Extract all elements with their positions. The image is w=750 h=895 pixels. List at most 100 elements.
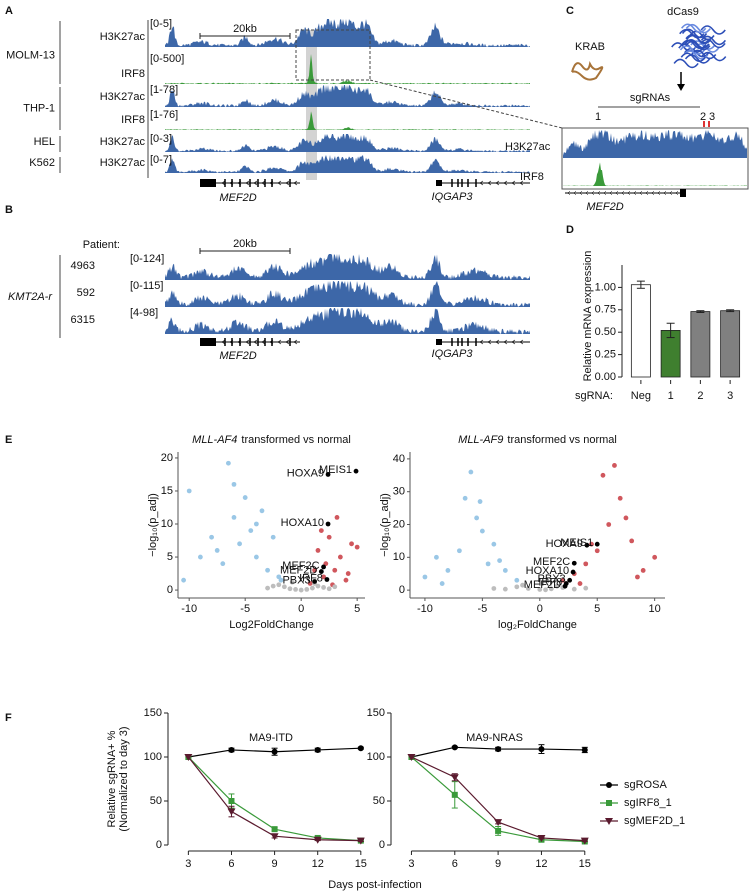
gene-exon (680, 189, 686, 197)
data-point (228, 746, 235, 753)
gene-strand (253, 339, 258, 345)
panel-label: B (5, 204, 13, 216)
x-tick-label: 5 (594, 603, 600, 615)
x-tick-label: -5 (240, 603, 250, 615)
data-point (450, 774, 459, 782)
header: Patient: (83, 239, 120, 251)
protein-structure (684, 54, 711, 64)
x-tick-label: 6 (452, 858, 458, 870)
highlight-point (312, 579, 318, 584)
protein-structure (679, 28, 705, 39)
track-label: H3K27ac (505, 141, 551, 153)
y-tick-label: 100 (367, 751, 385, 763)
protein-structure (685, 23, 711, 34)
data-point (293, 587, 298, 592)
track-label: H3K27ac (100, 91, 146, 103)
point-label: MEF2D (280, 564, 317, 576)
gene-strand (237, 180, 242, 186)
x-tick-label: 3 (408, 858, 414, 870)
data-point (502, 586, 508, 592)
protein-structure (700, 25, 726, 35)
bar (720, 310, 741, 378)
data-point (494, 819, 503, 827)
gene-strand (293, 180, 298, 186)
guide-site (708, 121, 710, 127)
data-point (520, 582, 525, 588)
panel-label: F (5, 712, 12, 724)
gene-label: MEF2D (219, 350, 256, 362)
y-tick-label: 100 (144, 751, 162, 763)
gene-label: MEF2D (219, 192, 256, 204)
data-point (186, 488, 192, 494)
data-point (357, 745, 364, 752)
protein-structure (700, 38, 726, 49)
x-tick-label: 2 (697, 390, 703, 402)
arrow-head (677, 84, 685, 91)
gene-strand (269, 339, 274, 345)
data-point (321, 585, 326, 590)
signal-track (165, 134, 530, 152)
data-point (265, 567, 270, 573)
data-point (304, 587, 310, 592)
point-label: PBX3 (538, 573, 566, 585)
data-point (439, 581, 445, 586)
gene-strand (503, 339, 508, 345)
point-label: IRF8 (538, 576, 562, 588)
data-point (407, 754, 416, 761)
highlight-point (353, 468, 359, 474)
data-point (281, 584, 287, 590)
x-tick-label: Neg (631, 390, 651, 402)
title-emphasis: MLL-AF9 (458, 434, 503, 446)
signal-track (165, 155, 530, 173)
guide-label: 2 (700, 111, 706, 123)
x-tick-label: 9 (272, 858, 278, 870)
gene-strand (511, 339, 516, 345)
data-point (197, 554, 203, 560)
data-point (312, 567, 318, 573)
gene-strand (603, 190, 607, 196)
gene-strand (657, 190, 661, 196)
guide-label: 3 (709, 111, 715, 123)
track-label: H3K27ac (100, 136, 146, 148)
gene-strand (651, 190, 655, 196)
data-point (600, 472, 606, 478)
gene-strand (633, 190, 637, 196)
y-axis-label: −log₁₀(p_adj) (147, 493, 159, 557)
data-point (580, 837, 589, 845)
chart-title: MA9-NRAS (466, 732, 523, 744)
gene-strand (487, 339, 492, 345)
x-prefix: sgRNA: (575, 390, 613, 402)
legend-label: sgROSA (624, 779, 667, 791)
point-label: MEIS1 (319, 464, 352, 476)
data-point (220, 561, 226, 567)
gene-strand (585, 190, 589, 196)
data-point (485, 561, 491, 567)
gene-strand (261, 339, 266, 345)
data-point (589, 541, 594, 547)
data-point (326, 586, 332, 592)
group-label: KMT2A-r (8, 291, 53, 303)
data-point (356, 837, 365, 845)
cell-label: HEL (34, 136, 55, 148)
x-tick-label: 12 (535, 858, 547, 870)
y-tick-label: 150 (367, 707, 385, 719)
y-tick-label: 40 (393, 453, 405, 465)
gene-strand (591, 190, 595, 196)
patient-label: 6315 (71, 314, 95, 326)
data-point (617, 495, 623, 501)
panel-label: E (5, 434, 12, 446)
protein-structure (679, 45, 706, 55)
highlight-point (325, 521, 331, 527)
data-point (298, 587, 304, 593)
error-bar (636, 280, 645, 289)
data-point (314, 746, 321, 753)
signal-track (563, 162, 747, 186)
data-point (525, 586, 531, 591)
error-bar (696, 310, 705, 313)
point-label: HOXA10 (281, 517, 324, 529)
data-point (502, 568, 508, 573)
gene-strand (245, 339, 250, 345)
gene-strand (503, 180, 508, 186)
gene-label: MEF2D (586, 201, 623, 213)
scale-bar-label: 20kb (233, 23, 257, 35)
